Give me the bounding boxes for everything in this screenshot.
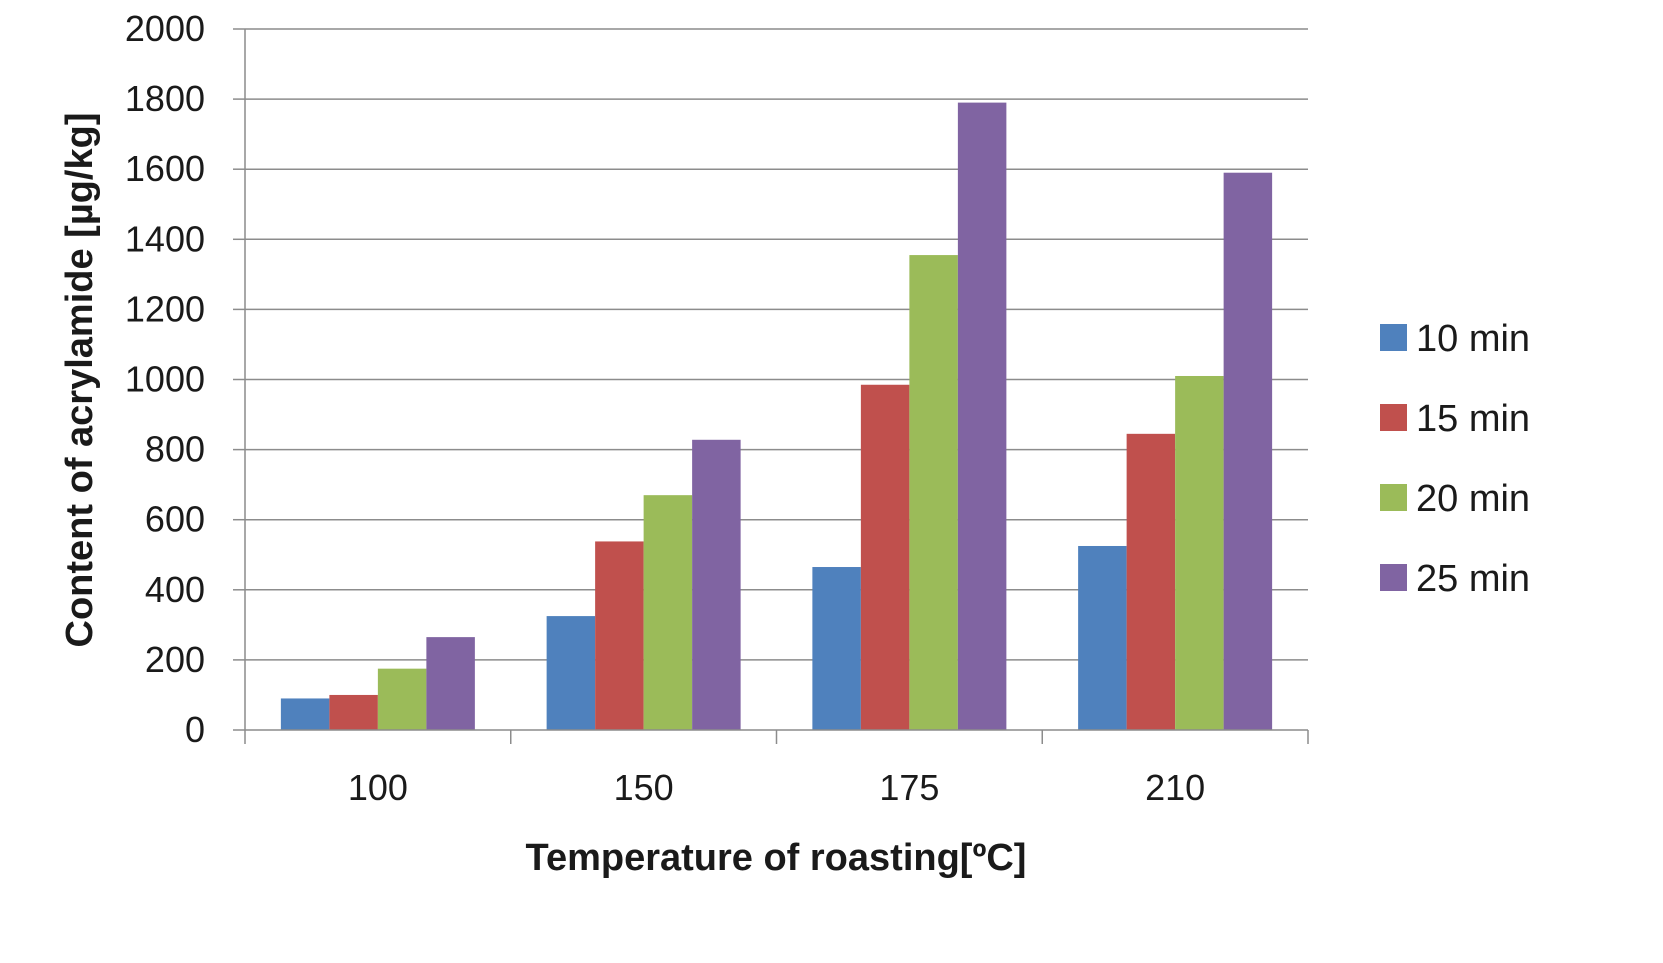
y-axis-title: Content of acrylamide [µg/kg] [59,113,101,648]
bar-20-min-175 [909,255,958,730]
legend-swatch [1380,404,1407,431]
legend-label: 10 min [1416,318,1530,360]
bar-25-min-210 [1223,172,1273,730]
x-tick-label: 100 [348,767,408,808]
legend-label: 20 min [1416,478,1530,520]
bar-10-min-150 [546,616,596,730]
bar-20-min-210 [1175,375,1224,730]
x-axis-title: Temperature of roasting[ºC] [526,837,1027,879]
y-tick-label: 2000 [125,8,205,49]
y-tick-label: 400 [145,569,205,610]
bar-25-min-100 [426,637,475,730]
bar-15-min-150 [595,541,644,730]
bars [280,102,1273,731]
bar-10-min-100 [280,698,330,730]
y-tick-label: 1000 [125,359,205,400]
bar-20-min-150 [643,495,693,730]
legend-swatch [1380,324,1407,351]
y-tick-label: 1800 [125,78,205,119]
axes [244,29,1308,731]
y-tick-label: 1200 [125,288,205,329]
y-tick-label: 600 [145,499,205,540]
x-tick-label: 175 [879,767,939,808]
y-tick-label: 1600 [125,148,205,189]
y-tick-label: 200 [145,639,205,680]
bar-10-min-175 [812,567,861,730]
legend-label: 25 min [1416,558,1530,600]
bar-15-min-175 [860,384,910,730]
x-tick-label: 210 [1145,767,1205,808]
bar-15-min-100 [329,694,378,730]
y-tick-label: 0 [185,709,205,750]
bar-10-min-210 [1078,545,1127,730]
bar-25-min-150 [692,439,741,730]
legend: 10 min 15 min 20 min 25 min [1380,318,1530,600]
bar-15-min-210 [1126,433,1176,730]
bar-20-min-100 [377,668,427,730]
x-tick-label: 150 [614,767,674,808]
legend-swatch [1380,484,1407,511]
y-tick-labels: 0 200 400 600 800 1000 1200 1400 1600 1800 2000 [125,8,205,750]
y-tick-label: 1400 [125,218,205,259]
x-tick-labels: 100 150 175 210 [348,767,1205,808]
gridlines [233,28,1309,744]
bar-25-min-175 [957,102,1007,731]
legend-label: 15 min [1416,398,1530,440]
legend-swatch [1380,564,1407,591]
y-tick-label: 800 [145,429,205,470]
